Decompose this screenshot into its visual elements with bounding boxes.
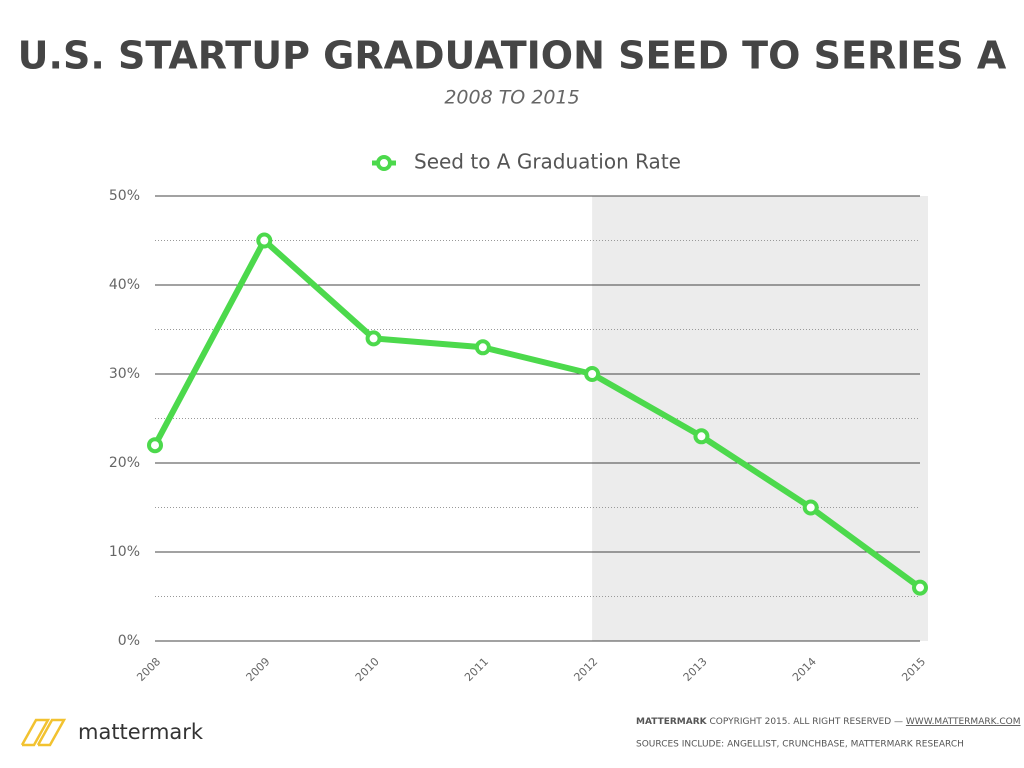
chart-subtitle: 2008 TO 2015	[444, 87, 579, 109]
x-tick-label: 2012	[571, 655, 600, 684]
footer-sources: SOURCES INCLUDE: ANGELLIST, CRUNCHBASE, …	[636, 740, 964, 750]
chart-title: U.S. STARTUP GRADUATION SEED TO SERIES A	[18, 34, 1007, 78]
x-tick-label: 2011	[462, 655, 491, 684]
y-tick-label: 40%	[109, 277, 140, 293]
logo-icon	[20, 718, 67, 747]
y-tick-label: 0%	[118, 633, 140, 649]
y-tick-label: 10%	[109, 544, 140, 560]
data-point	[912, 579, 928, 596]
footer-copyright-text: COPYRIGHT 2015. ALL RIGHT RESERVED —	[710, 717, 904, 727]
data-point	[474, 339, 491, 356]
footer-url[interactable]: WWW.MATTERMARK.COM	[906, 717, 1021, 727]
x-tick-label: 2015	[899, 655, 928, 684]
data-point	[584, 366, 601, 382]
legend-label: Seed to A Graduation Rate	[414, 150, 681, 174]
footer-brand: MATTERMARK	[636, 717, 708, 727]
x-tick-label: 2010	[353, 655, 382, 684]
x-tick-label: 2009	[244, 655, 273, 684]
x-tick-label: 2014	[790, 655, 819, 684]
x-tick-label: 2008	[134, 655, 163, 684]
x-tick-label: 2013	[681, 655, 710, 684]
y-tick-label: 50%	[109, 188, 140, 204]
data-point	[693, 428, 710, 445]
logo-text: mattermark	[78, 720, 204, 744]
shaded-region	[592, 196, 928, 641]
data-point	[802, 499, 819, 516]
y-tick-label: 30%	[109, 366, 140, 382]
footer-copyright: MATTERMARK COPYRIGHT 2015. ALL RIGHT RES…	[636, 717, 1021, 727]
data-point	[256, 232, 273, 249]
y-tick-label: 20%	[109, 455, 140, 471]
series-line	[152, 237, 922, 591]
legend-marker	[376, 155, 392, 171]
data-point	[365, 330, 382, 347]
data-point	[147, 437, 163, 454]
